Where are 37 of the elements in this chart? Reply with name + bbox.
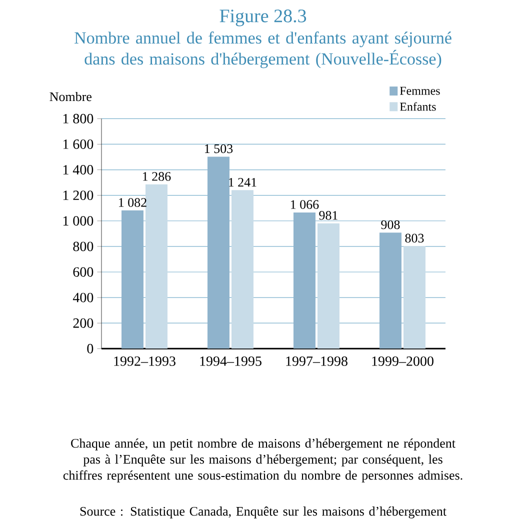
data-label: 1 082 — [119, 198, 146, 207]
data-label: 1 286 — [143, 172, 171, 181]
data-label: 1 066 — [291, 200, 319, 209]
data-label: 981 — [319, 211, 338, 220]
bar — [231, 190, 254, 349]
bar — [403, 246, 426, 349]
legend-label: Enfants — [400, 102, 436, 111]
data-label: 1 241 — [229, 178, 256, 187]
legend-label: Femmes — [400, 86, 440, 95]
y-tick-label: 1 800 — [63, 114, 94, 124]
data-label: 908 — [381, 220, 400, 230]
data-label: 803 — [405, 234, 424, 243]
y-tick-label: 1 600 — [63, 139, 94, 149]
x-tick-label: 1999–2000 — [372, 356, 434, 366]
x-tick-label: 1992–1993 — [114, 356, 176, 366]
bar — [207, 156, 230, 349]
y-tick-label: 200 — [73, 318, 94, 328]
chart-title: Figure 28.3 — [220, 10, 306, 26]
chart-subtitle: Nombre annuel de femmes et d'enfants ayant séjourné dans des maisons d'hébergement (Nouvelle-Écosse) — [74, 32, 452, 68]
bar — [121, 210, 144, 349]
bar — [317, 223, 340, 349]
y-tick-label: 0 — [87, 344, 94, 354]
y-tick-label: 400 — [72, 292, 94, 302]
y-tick-label: 600 — [73, 267, 94, 277]
bar — [145, 184, 168, 349]
y-axis-title: Nombre — [50, 92, 92, 102]
data-label: 1 503 — [205, 144, 233, 154]
source-note: Source : Statistique Canada, Enquête sur les maisons d’hébergement — [80, 506, 446, 518]
bar — [379, 232, 402, 349]
text: Chaque année, un petit nombre de maisons d’hébergement ne répondent pas à l’Enquête sur les maisons d’hébergement; par conséquent, les chiffres représentent une sous-estimation du nombre de personnes admises. — [63, 438, 462, 482]
bar — [293, 212, 316, 349]
y-tick-label: 800 — [73, 242, 94, 252]
y-tick-label: 1 000 — [63, 216, 94, 226]
y-tick-label: 1 400 — [63, 165, 94, 175]
x-tick-label: 1994–1995 — [200, 356, 262, 366]
y-tick-label: 1 200 — [63, 190, 94, 200]
x-tick-label: 1997–1998 — [286, 356, 348, 366]
